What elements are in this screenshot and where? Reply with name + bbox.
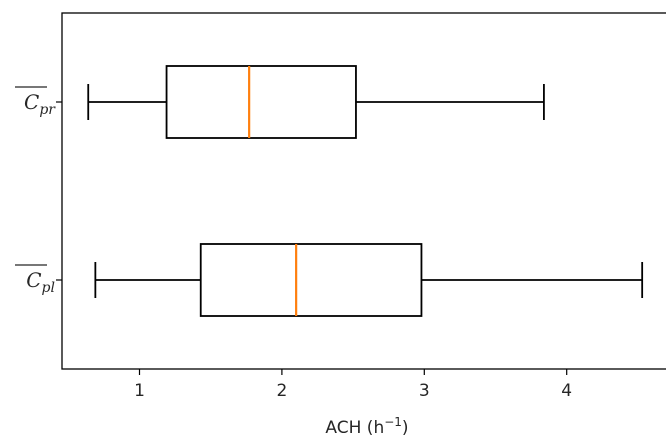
x-axis-title: ACH (h−1) — [325, 415, 408, 438]
y-tick-label-base-c-pr: C — [24, 90, 39, 114]
y-tick-label-c-pr: Cpr — [24, 90, 56, 118]
y-tick-label-base-c-pl: C — [26, 268, 41, 292]
x-tick-label-1: 1 — [134, 381, 145, 401]
x-axis-title-close: ) — [402, 418, 409, 438]
box-c-pr — [165, 65, 357, 139]
y-tick-label-sub-c-pl: pl — [42, 280, 55, 296]
x-axis-title-base: ACH (h — [325, 418, 384, 438]
plot-frame — [61, 12, 666, 370]
x-tick-label-4: 4 — [561, 381, 572, 401]
x-axis: 1 2 3 4 — [134, 369, 572, 401]
boxes — [87, 65, 644, 317]
x-tick-label-2: 2 — [276, 381, 287, 401]
y-tick-label-c-pl: Cpl — [26, 268, 55, 296]
y-tick-label-sub-c-pr: pr — [39, 102, 56, 118]
box-c-pl — [199, 243, 423, 317]
x-tick-label-3: 3 — [419, 381, 430, 401]
x-axis-title-sup: −1 — [384, 415, 402, 429]
